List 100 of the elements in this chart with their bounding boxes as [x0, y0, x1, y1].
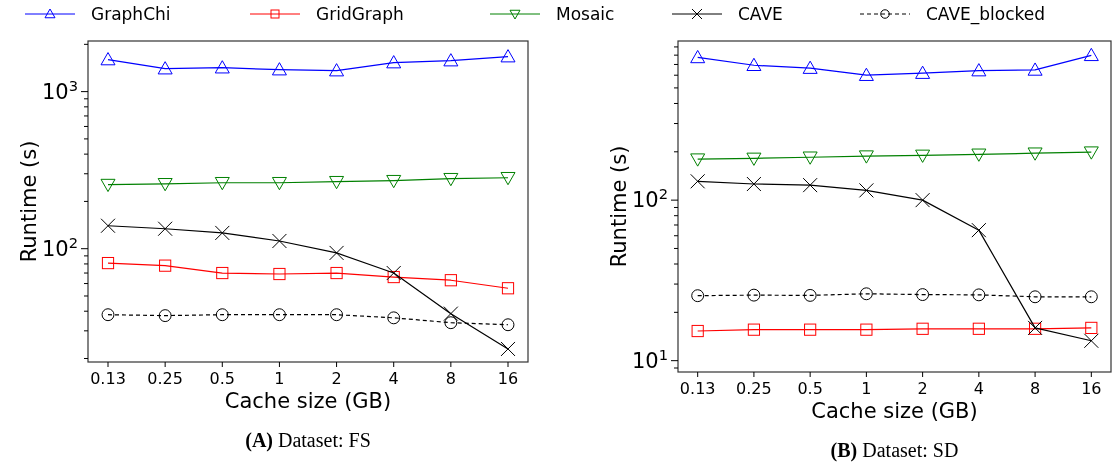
y-tick-label: 10$^{3}$ — [41, 76, 78, 104]
point — [271, 62, 287, 76]
point — [216, 266, 229, 280]
legend-label: Mosaic — [556, 4, 615, 24]
x-tick-label: 2 — [331, 369, 342, 388]
y-axis-title: Runtime (s) — [607, 145, 631, 268]
x-tick-label: 0.13 — [90, 369, 126, 388]
y-tick-label: 10$^{1}$ — [631, 345, 668, 373]
point — [858, 182, 874, 198]
point — [444, 274, 457, 287]
point — [444, 316, 458, 330]
point — [443, 53, 459, 67]
point — [386, 55, 402, 69]
point — [1083, 146, 1099, 160]
point — [329, 175, 345, 190]
point — [915, 149, 931, 163]
point — [501, 282, 515, 295]
point — [157, 178, 173, 192]
point — [387, 270, 400, 284]
point — [443, 172, 459, 187]
x-tick-label: 16 — [497, 369, 519, 388]
point — [915, 192, 931, 208]
point — [746, 176, 762, 192]
point — [916, 322, 929, 335]
x-tick-label: 1 — [861, 379, 872, 398]
point — [802, 60, 818, 74]
point — [500, 171, 516, 186]
point — [858, 150, 874, 164]
point — [101, 256, 115, 270]
x-axis-title: Cache size (GB) — [811, 399, 978, 423]
point — [690, 153, 706, 167]
y-axis-title: Runtime (s) — [17, 140, 41, 263]
point — [100, 52, 116, 66]
x-tick-label: 0.13 — [679, 379, 716, 398]
point — [972, 322, 985, 335]
y-tick-label: 10$^{2}$ — [631, 184, 668, 213]
point — [690, 173, 706, 189]
point — [860, 323, 873, 336]
point — [214, 225, 230, 241]
x-tick-label: 0.5 — [797, 379, 823, 398]
point — [915, 65, 931, 79]
point — [691, 289, 705, 303]
point — [746, 152, 762, 166]
x-tick-label: 0.25 — [147, 369, 183, 388]
point — [916, 288, 930, 302]
point — [500, 341, 516, 357]
point — [100, 218, 116, 234]
point — [271, 233, 287, 249]
point — [272, 308, 286, 322]
point — [1027, 147, 1043, 161]
point — [215, 308, 229, 322]
point — [330, 266, 343, 280]
point — [971, 63, 987, 77]
x-tick-label: 1 — [274, 369, 285, 388]
legend-label: CAVE_blocked — [926, 4, 1046, 25]
point — [158, 309, 172, 323]
point — [971, 148, 987, 162]
x-tick-label: 8 — [445, 369, 456, 388]
x-tick-label: 16 — [1081, 379, 1102, 398]
point — [802, 151, 818, 165]
point — [500, 49, 516, 63]
point — [1083, 333, 1099, 349]
legend-label: CAVE — [738, 4, 783, 24]
legend-label: GraphChi — [91, 4, 171, 24]
x-tick-label: 0.5 — [209, 369, 236, 388]
point — [747, 288, 761, 302]
point — [803, 288, 817, 302]
point — [1028, 290, 1042, 304]
x-tick-label: 4 — [388, 369, 399, 388]
x-tick-label: 8 — [1029, 379, 1041, 398]
point — [1027, 62, 1043, 76]
point — [214, 176, 230, 191]
point — [1085, 321, 1098, 334]
point — [804, 323, 817, 336]
point — [271, 176, 287, 191]
x-tick-label: 2 — [917, 379, 928, 398]
point — [329, 245, 345, 261]
point — [501, 318, 515, 332]
point — [691, 324, 704, 338]
point — [858, 67, 874, 81]
text: (B) Dataset: SD — [830, 439, 959, 462]
x-tick-label: 4 — [973, 379, 984, 398]
point — [329, 63, 345, 77]
point — [101, 308, 115, 322]
point — [387, 311, 401, 325]
point — [157, 61, 173, 75]
point — [330, 308, 344, 322]
point — [214, 60, 230, 74]
x-axis-title: Cache size (GB) — [224, 389, 392, 413]
point — [972, 288, 986, 302]
point — [273, 267, 286, 281]
point — [802, 177, 818, 193]
point — [1083, 47, 1099, 62]
point — [386, 265, 402, 281]
point — [746, 57, 762, 72]
point — [1084, 290, 1098, 304]
legend-label: GridGraph — [316, 4, 404, 24]
point — [443, 306, 459, 322]
point — [386, 174, 402, 189]
point — [157, 221, 173, 237]
